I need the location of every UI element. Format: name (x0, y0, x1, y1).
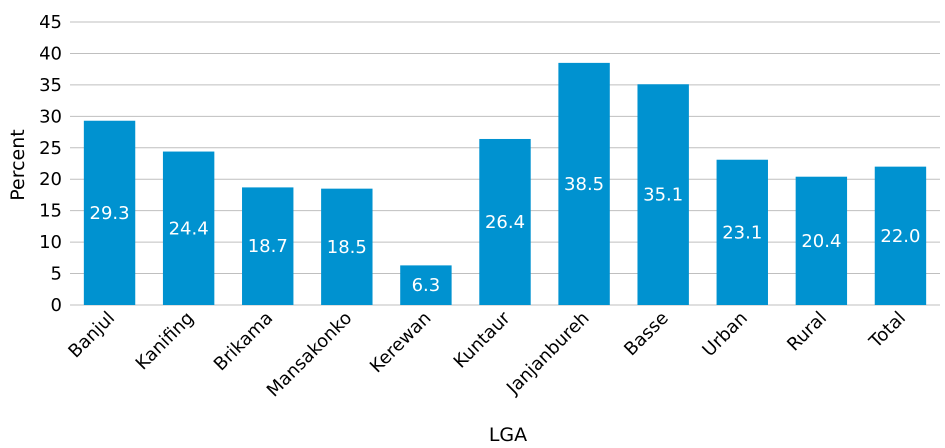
data-label: 20.4 (801, 231, 841, 252)
x-tick-label: Mansakonko (263, 308, 357, 402)
data-label: 22.0 (880, 226, 920, 247)
bar-kerewan (400, 265, 452, 305)
data-label: 6.3 (412, 275, 441, 296)
data-label: 38.5 (564, 174, 604, 195)
y-tick-label: 40 (39, 43, 62, 64)
data-label: 23.1 (722, 222, 762, 243)
y-tick-label: 5 (51, 264, 62, 285)
y-tick-label: 45 (39, 12, 62, 33)
x-tick-label: Basse (620, 308, 672, 360)
bar-total (874, 166, 927, 305)
bar-brikama (242, 187, 294, 305)
y-tick-label: 20 (39, 169, 62, 190)
x-tick-label: Urban (698, 308, 751, 361)
data-label: 18.7 (248, 236, 288, 257)
bar-kanifing (162, 151, 215, 305)
bar-basse (637, 84, 689, 305)
y-tick-label: 35 (39, 75, 62, 96)
x-tick-label: Janjanbureh (502, 308, 594, 400)
y-tick-label: 0 (51, 295, 62, 316)
y-axis-title: Percent (7, 129, 29, 201)
bars: 29.3 24.4 18.7 18.5 6.3 26.4 38.5 35.1 23.1 20.4 2… (83, 62, 927, 305)
x-tick-label: Kanifing (132, 308, 199, 375)
x-tick-label: Banjul (64, 308, 119, 363)
x-tick-label: Total (865, 308, 910, 353)
bar-mansakonko (321, 188, 373, 305)
bar-banjul (83, 120, 136, 305)
x-tick-label: Kuntaur (450, 307, 515, 372)
x-tick-label: Rural (783, 308, 831, 356)
y-tick-label: 10 (39, 232, 62, 253)
y-axis-ticks: 0 5 10 15 20 25 30 35 40 45 (39, 12, 62, 316)
y-tick-label: 25 (39, 138, 62, 159)
data-label: 18.5 (327, 237, 367, 258)
x-axis-title: LGA (489, 424, 527, 446)
data-label: 35.1 (643, 185, 683, 206)
y-tick-label: 30 (39, 106, 62, 127)
x-tick-label: Kerewan (366, 308, 435, 377)
data-label: 29.3 (90, 203, 130, 224)
bar-janjanbureh (558, 62, 610, 305)
x-tick-label: Brikama (210, 308, 277, 375)
bar-rural (795, 176, 848, 305)
data-label: 26.4 (485, 212, 525, 233)
bar-kuntaur (479, 138, 531, 305)
y-tick-label: 15 (39, 201, 62, 222)
bar-urban (716, 159, 768, 305)
data-label: 24.4 (169, 218, 209, 239)
